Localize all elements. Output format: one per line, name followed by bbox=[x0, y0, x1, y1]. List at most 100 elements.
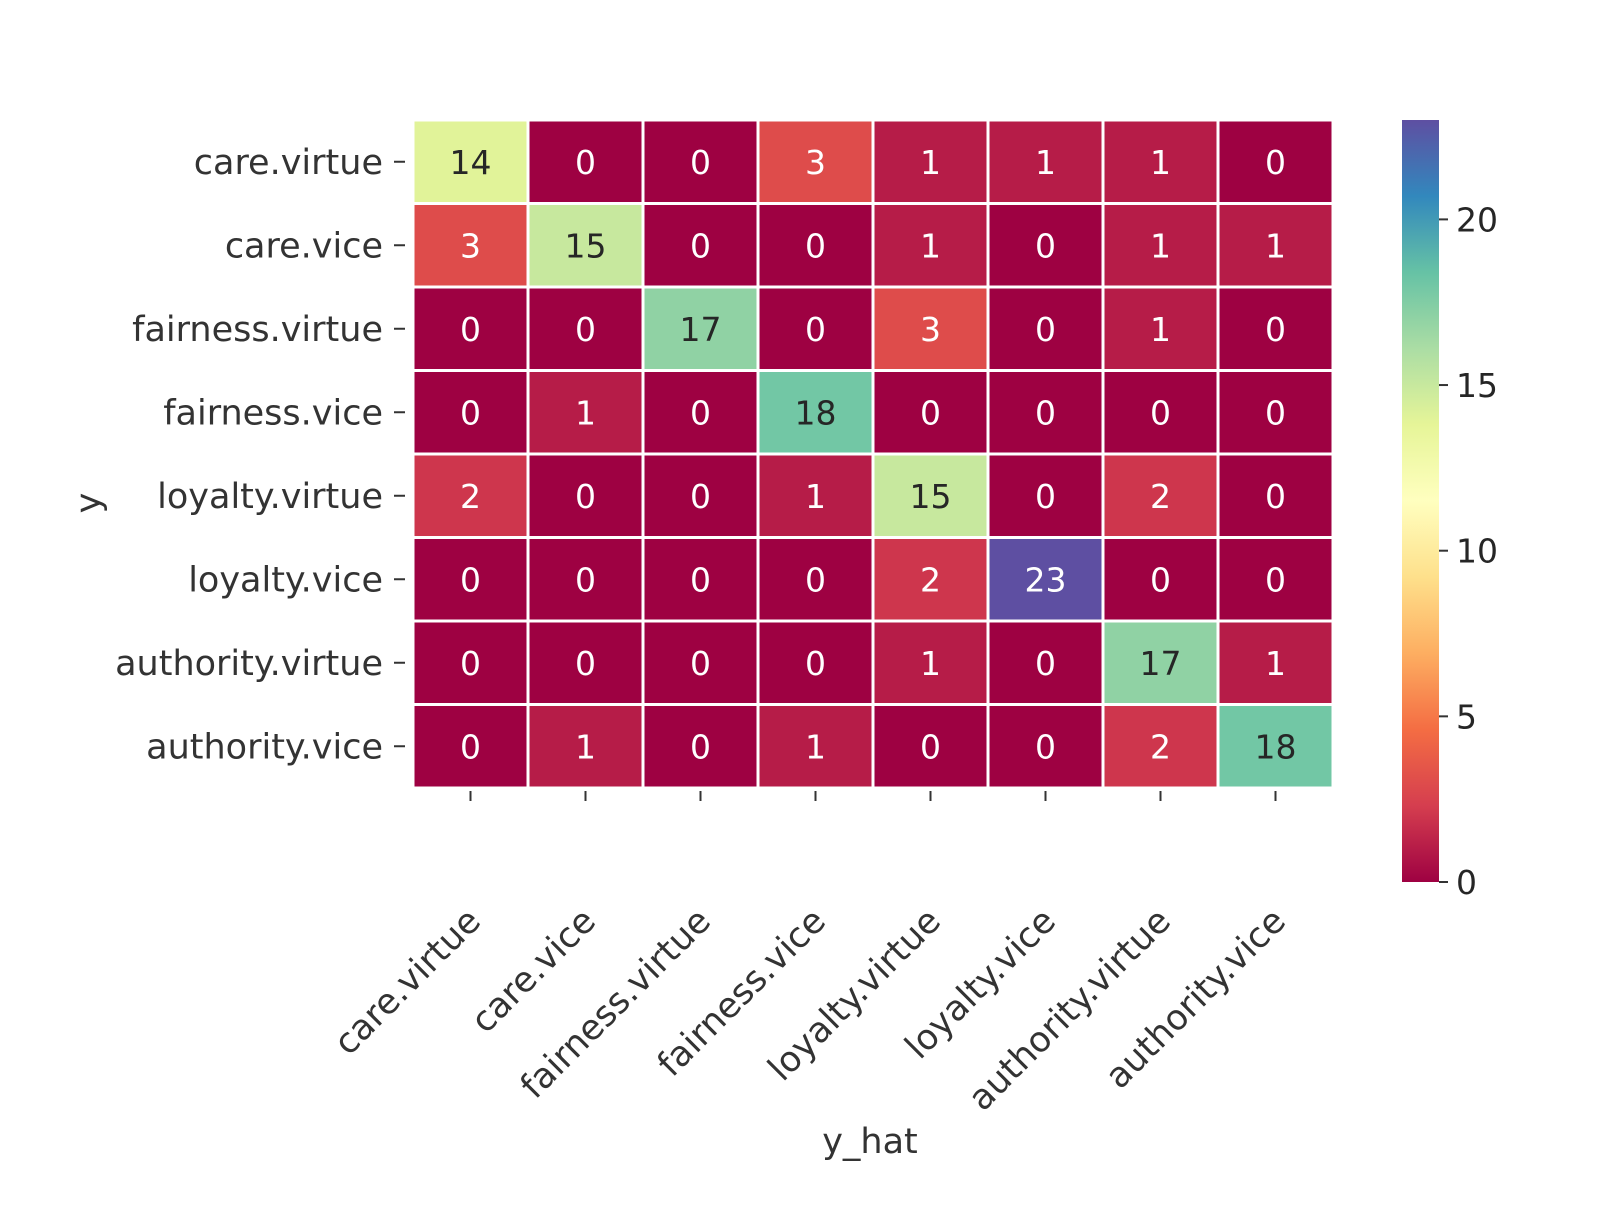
cell-value-label: 0 bbox=[805, 310, 826, 349]
heatmap-cell bbox=[1101, 285, 1220, 372]
cell-value-label: 1 bbox=[920, 644, 941, 683]
cell-value-label: 3 bbox=[920, 310, 941, 349]
heatmap-cell bbox=[871, 285, 990, 372]
colorbar-tick-label: 10 bbox=[1456, 532, 1498, 571]
heatmap-cell bbox=[871, 703, 990, 790]
heatmap-cell bbox=[756, 285, 875, 372]
cell-value-label: 0 bbox=[460, 393, 481, 432]
heatmap-cell bbox=[1101, 536, 1220, 623]
cell-value-label: 0 bbox=[690, 644, 711, 683]
heatmap-cell bbox=[756, 703, 875, 790]
cell-value-label: 0 bbox=[690, 477, 711, 516]
y-axis-title: y bbox=[69, 493, 109, 514]
row-label: fairness.vice bbox=[163, 393, 383, 433]
colorbar-tick-label: 15 bbox=[1456, 366, 1498, 405]
cell-value-label: 0 bbox=[805, 226, 826, 265]
row-label: care.vice bbox=[225, 226, 383, 266]
colorbar-tick-label: 0 bbox=[1456, 863, 1477, 902]
cell-value-label: 0 bbox=[1035, 310, 1056, 349]
cell-value-label: 0 bbox=[1035, 644, 1056, 683]
heatmap-cell bbox=[871, 452, 990, 539]
heatmap-cell bbox=[411, 619, 530, 706]
row-label: care.virtue bbox=[194, 143, 383, 183]
heatmap-cell bbox=[526, 202, 645, 289]
column-label: care.virtue bbox=[327, 901, 489, 1063]
heatmap-cell bbox=[871, 619, 990, 706]
heatmap-cell bbox=[411, 118, 530, 205]
row-labels: care.virtue care.vice fairness.virtue fairn… bbox=[115, 143, 405, 767]
cell-value-label: 0 bbox=[690, 226, 711, 265]
heatmap-cell bbox=[641, 285, 760, 372]
colorbar-tick-label: 20 bbox=[1456, 200, 1498, 239]
cell-value-label: 0 bbox=[920, 393, 941, 432]
cell-value-label: 1 bbox=[1265, 644, 1286, 683]
cell-value-label: 0 bbox=[460, 560, 481, 599]
heatmap-cell bbox=[1216, 285, 1335, 372]
heatmap-cell bbox=[1216, 536, 1335, 623]
cell-value-label: 15 bbox=[910, 477, 952, 516]
cell-value-label: 15 bbox=[565, 226, 607, 265]
heatmap-cell bbox=[1216, 118, 1335, 205]
cell-value-label: 0 bbox=[1035, 393, 1056, 432]
cell-value-label: 1 bbox=[575, 393, 596, 432]
row-label: loyalty.virtue bbox=[157, 477, 383, 517]
cell-value-label: 0 bbox=[575, 560, 596, 599]
cell-value-label: 1 bbox=[1150, 143, 1171, 182]
cell-value-label: 23 bbox=[1025, 560, 1067, 599]
cell-value-label: 0 bbox=[1265, 143, 1286, 182]
cell-value-label: 1 bbox=[1265, 226, 1286, 265]
cell-value-label: 18 bbox=[795, 393, 837, 432]
heatmap-cell bbox=[411, 285, 530, 372]
cell-value-label: 0 bbox=[805, 560, 826, 599]
heatmap-cell bbox=[1216, 703, 1335, 790]
cell-value-label: 2 bbox=[460, 477, 481, 516]
cell-value-label: 0 bbox=[1150, 393, 1171, 432]
cell-value-label: 0 bbox=[1265, 477, 1286, 516]
heatmap-cell bbox=[1101, 619, 1220, 706]
cell-value-label: 1 bbox=[575, 727, 596, 766]
heatmap-cell bbox=[986, 619, 1105, 706]
cell-value-label: 0 bbox=[460, 644, 481, 683]
heatmap-cell bbox=[986, 703, 1105, 790]
cell-value-label: 0 bbox=[1035, 226, 1056, 265]
cell-value-label: 0 bbox=[690, 560, 711, 599]
x-axis-title: y_hat bbox=[822, 1122, 918, 1162]
cell-value-label: 0 bbox=[1265, 310, 1286, 349]
cell-value-label: 0 bbox=[575, 477, 596, 516]
heatmap-cell bbox=[1216, 202, 1335, 289]
cell-value-label: 2 bbox=[1150, 727, 1171, 766]
cell-value-label: 0 bbox=[690, 143, 711, 182]
column-label: authority.virtue bbox=[961, 901, 1179, 1119]
cell-value-label: 0 bbox=[575, 143, 596, 182]
heatmap-cell bbox=[986, 536, 1105, 623]
cell-value-label: 1 bbox=[920, 226, 941, 265]
cell-value-label: 0 bbox=[575, 310, 596, 349]
cell-value-label: 0 bbox=[920, 727, 941, 766]
cell-value-label: 2 bbox=[920, 560, 941, 599]
cell-value-label: 0 bbox=[805, 644, 826, 683]
row-label: fairness.virtue bbox=[132, 310, 383, 350]
colorbar-gradient bbox=[1402, 120, 1439, 882]
row-label: loyalty.vice bbox=[188, 560, 383, 600]
cell-value-label: 0 bbox=[1150, 560, 1171, 599]
cell-value-label: 1 bbox=[1035, 143, 1056, 182]
cell-value-label: 17 bbox=[1140, 644, 1182, 683]
colorbar-tick-label: 5 bbox=[1456, 697, 1477, 736]
cell-value-label: 0 bbox=[1265, 560, 1286, 599]
heatmap-cell bbox=[641, 369, 760, 456]
cell-value-label: 0 bbox=[690, 727, 711, 766]
cell-value-label: 0 bbox=[1265, 393, 1286, 432]
cell-value-label: 17 bbox=[680, 310, 722, 349]
colorbar: 0 5 10 15 20 bbox=[1402, 120, 1498, 902]
row-label: authority.vice bbox=[146, 727, 383, 767]
heatmap-cell bbox=[1216, 619, 1335, 706]
heatmap-cell bbox=[526, 536, 645, 623]
cell-value-label: 0 bbox=[1035, 477, 1056, 516]
cell-value-label: 3 bbox=[805, 143, 826, 182]
cell-value-label: 14 bbox=[450, 143, 492, 182]
cell-value-label: 0 bbox=[575, 644, 596, 683]
cell-value-label: 1 bbox=[805, 727, 826, 766]
cell-value-label: 1 bbox=[920, 143, 941, 182]
heatmap-cell bbox=[871, 369, 990, 456]
